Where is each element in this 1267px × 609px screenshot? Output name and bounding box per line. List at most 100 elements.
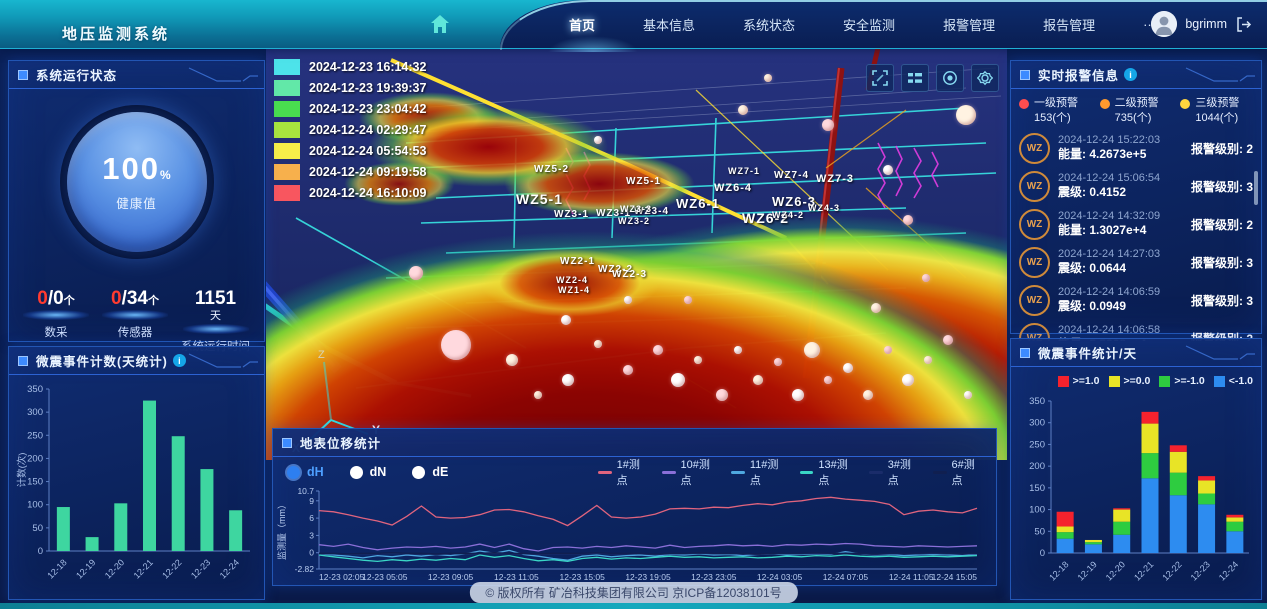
- displacement-line-chart: 10.7 9 6 3 0 -2.82 12-23 02:05 12-23 05:05 12-23…: [273, 485, 996, 590]
- radio-dN[interactable]: dN: [349, 465, 386, 479]
- svg-text:12-21: 12-21: [132, 557, 155, 580]
- event-sphere: [716, 389, 728, 401]
- legend-item-6#测点[interactable]: 6#测点: [933, 456, 982, 488]
- legend-list-icon[interactable]: [901, 64, 929, 92]
- stope-label: WZ3-1: [554, 209, 589, 220]
- time-legend-row: 2024-12-24 16:10:09: [274, 184, 426, 202]
- legend-item-11#测点[interactable]: 11#测点: [731, 456, 785, 488]
- svg-text:350: 350: [1029, 396, 1045, 407]
- alarm-scrollbar[interactable]: [1254, 171, 1258, 205]
- alarm-level: 报警级别: 3: [1190, 255, 1253, 270]
- nav-item-2[interactable]: 基本信息: [643, 17, 696, 33]
- alarm-list: WZ 2024-12-24 15:22:03 能量: 4.2673e+5 报警级别: …: [1011, 131, 1261, 341]
- header-corner-decoration: [188, 67, 258, 82]
- legend-item-3#测点[interactable]: 3#测点: [869, 456, 918, 488]
- home-icon[interactable]: [428, 12, 454, 36]
- alarm-list-item[interactable]: WZ 2024-12-24 14:27:03 震级: 0.0644 报警级别: 3: [1019, 246, 1253, 278]
- legend-item->=1.0[interactable]: >=1.0: [1057, 375, 1100, 387]
- alarm-list-item[interactable]: WZ 2024-12-24 15:22:03 能量: 4.2673e+5 报警级别: …: [1019, 132, 1253, 164]
- nav-item-5[interactable]: 报警管理: [943, 17, 996, 33]
- stope-label: WZ3-1: [596, 208, 631, 219]
- event-sphere: [884, 346, 892, 354]
- record-target-icon[interactable]: [936, 64, 964, 92]
- event-sphere: [594, 340, 602, 348]
- event-sphere: [409, 266, 423, 280]
- microseismic-count-title: 微震事件计数(天统计): [36, 355, 168, 369]
- legend-dash: [869, 470, 883, 474]
- nav-item-4[interactable]: 安全监测: [843, 17, 896, 33]
- svg-text:50: 50: [1034, 526, 1045, 537]
- radio-dot: [287, 465, 300, 479]
- svg-text:-2.82: -2.82: [295, 564, 315, 574]
- header-corner-decoration: [1185, 67, 1255, 82]
- user-avatar[interactable]: [1151, 11, 1178, 37]
- alarm-item-body: 2024-12-24 15:06:54 震级: 0.4152: [1058, 172, 1187, 201]
- alarm-level: 报警级别: 3: [1190, 293, 1253, 308]
- alarm-level-dot: [1099, 99, 1110, 109]
- time-legend-label: 2024-12-24 02:29:47: [309, 123, 427, 137]
- info-icon[interactable]: i: [172, 354, 186, 367]
- svg-text:12-22: 12-22: [160, 557, 183, 580]
- fullscreen-icon[interactable]: [866, 64, 894, 92]
- event-sphere: [653, 345, 663, 355]
- settings-gear-icon[interactable]: [971, 64, 999, 92]
- stope-label: WZ7-3: [816, 173, 854, 185]
- radio-dE[interactable]: dE: [412, 465, 448, 479]
- microseismic-count-header: 微震事件计数(天统计) i: [9, 347, 264, 375]
- event-sphere: [903, 215, 913, 225]
- svg-text:200: 200: [1029, 461, 1045, 472]
- health-gauge-ring: 100% 健康值: [59, 105, 214, 259]
- radio-dH[interactable]: dH: [287, 465, 324, 479]
- legend-item-<-1.0[interactable]: <-1.0: [1213, 375, 1253, 387]
- legend-label: 3#测点: [887, 459, 911, 487]
- svg-text:12-23 19:05: 12-23 19:05: [625, 572, 671, 582]
- svg-text:监测量（mm）: 监测量（mm）: [276, 500, 287, 560]
- alarm-level: 报警级别: 2: [1190, 217, 1253, 232]
- legend-item->=0.0[interactable]: >=0.0: [1108, 375, 1151, 387]
- stope-label: WZ3-2: [618, 216, 650, 226]
- microseismic-stat-header: 微震事件统计/天: [1011, 339, 1261, 367]
- nav-item-6[interactable]: 报告管理: [1043, 17, 1096, 33]
- info-icon[interactable]: i: [1124, 68, 1138, 81]
- svg-text:12-21: 12-21: [1132, 559, 1155, 582]
- realtime-alarm-title: 实时报警信息: [1038, 69, 1120, 83]
- alarm-time: 2024-12-24 15:22:03: [1058, 133, 1161, 146]
- event-sphere: [561, 315, 571, 325]
- legend-swatch: [1159, 375, 1171, 387]
- legend-label: >=0.0: [1123, 375, 1151, 387]
- alarm-metric: 震级: 0.4152: [1058, 185, 1127, 200]
- legend-item-10#测点[interactable]: 10#测点: [662, 456, 716, 488]
- alarm-list-item[interactable]: WZ 2024-12-24 14:32:09 能量: 1.3027e+4 报警级别: …: [1019, 208, 1253, 240]
- stat-unit: 天: [210, 310, 221, 322]
- nav-item-3[interactable]: 系统状态: [743, 17, 796, 33]
- event-sphere: [562, 374, 574, 386]
- time-legend-swatch: [274, 164, 300, 180]
- svg-text:200: 200: [27, 453, 43, 464]
- alarm-list-item[interactable]: WZ 2024-12-24 15:06:54 震级: 0.4152 报警级别: 3: [1019, 170, 1253, 202]
- event-sphere: [843, 363, 853, 373]
- event-sphere: [764, 74, 772, 82]
- stat-number: 0/0个: [37, 288, 75, 309]
- mine-3d-view[interactable]: WZ5-2 WZ5-1 WZ3-1 WZ3-1 WZ3-4 WZ5-1 WZ6-4 WZ6-1…: [266, 48, 1007, 460]
- alarm-list-item[interactable]: WZ 2024-12-24 14:06:59 震级: 0.0949 报警级别: 3: [1019, 284, 1253, 316]
- legend-item-13#测点[interactable]: 13#测点: [800, 456, 854, 488]
- svg-text:12-19: 12-19: [74, 557, 97, 580]
- event-sphere: [943, 335, 953, 345]
- logout-icon[interactable]: [1235, 15, 1253, 33]
- health-gauge: 100% 健康值: [66, 112, 207, 252]
- time-legend-row: 2024-12-23 16:14:32: [274, 58, 426, 76]
- wz-badge: WZ: [1019, 284, 1050, 316]
- legend-item-1#测点[interactable]: 1#测点: [598, 456, 647, 488]
- svg-text:9: 9: [309, 496, 314, 506]
- svg-text:12-23: 12-23: [189, 557, 212, 580]
- nav-item-1[interactable]: 首页: [569, 17, 596, 33]
- alarm-counter-text: 二级预警 735(个): [1114, 97, 1159, 125]
- event-sphere: [506, 354, 518, 366]
- surface-displacement-panel: 地表位移统计 dH dN dE 1#测点 10#测点 11#测点 13#测点 3#测点 6#测…: [272, 428, 997, 586]
- svg-text:12-23 23:05: 12-23 23:05: [691, 572, 737, 582]
- legend-dash: [731, 470, 745, 474]
- health-label: 健康值: [116, 196, 157, 211]
- legend-item->=-1.0[interactable]: >=-1.0: [1159, 375, 1205, 387]
